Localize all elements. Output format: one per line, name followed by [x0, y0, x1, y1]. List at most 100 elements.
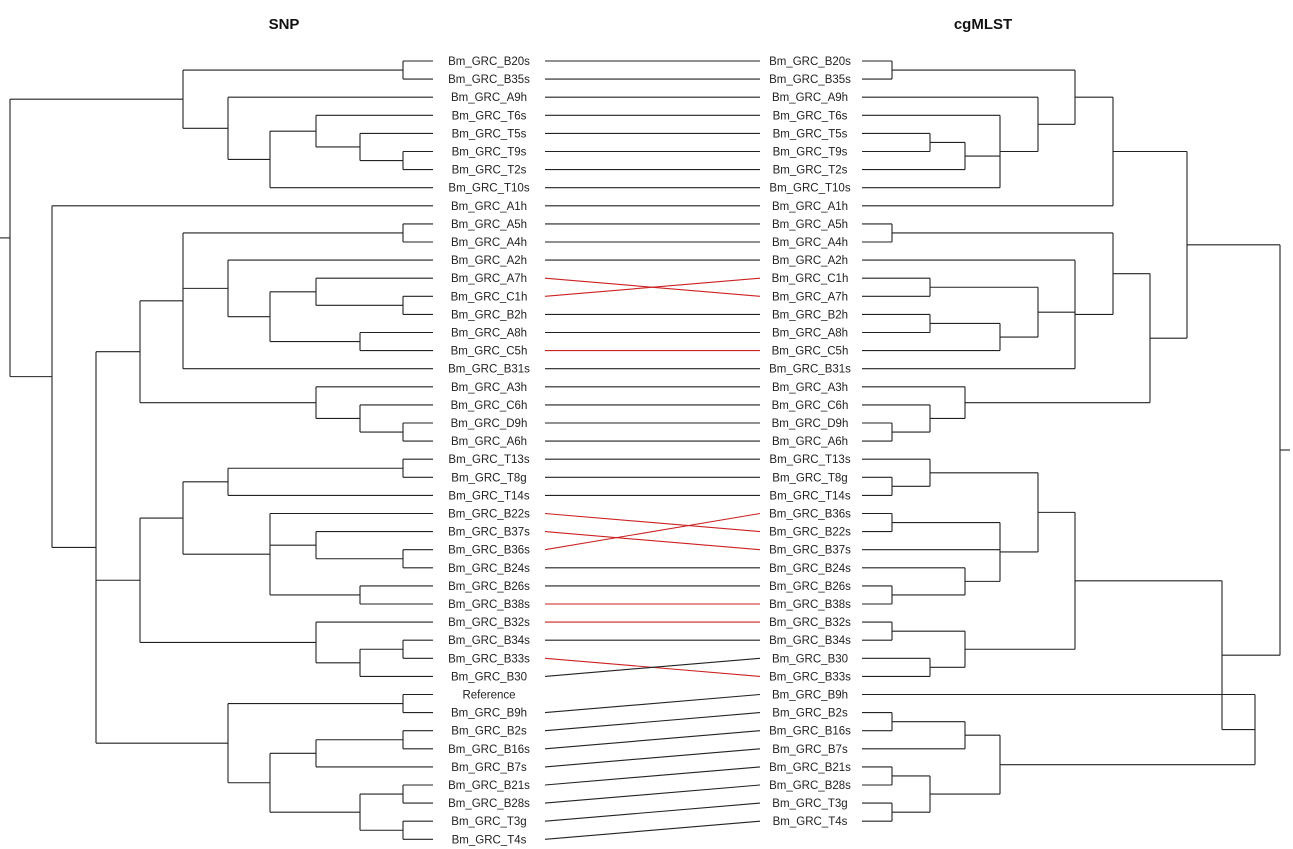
- cgmlst-leaf-label: Bm_GRC_B34s: [769, 635, 851, 647]
- snp-leaf-label: Bm_GRC_A4h: [451, 237, 527, 249]
- snp-leaf-label: Bm_GRC_T2s: [452, 165, 527, 177]
- cgmlst-leaf-label: Bm_GRC_T4s: [773, 816, 848, 828]
- snp-leaf-label: Bm_GRC_T10s: [448, 183, 529, 195]
- snp-leaf-label: Bm_GRC_B37s: [448, 527, 530, 539]
- taxon-link: [544, 712, 761, 732]
- snp-tree: [0, 60, 433, 840]
- snp-leaf-label: Bm_GRC_C1h: [451, 291, 528, 303]
- snp-leaf-label: Bm_GRC_B31s: [448, 364, 530, 376]
- cgmlst-leaf-label: Bm_GRC_A2h: [772, 255, 848, 267]
- snp-leaf-label: Bm_GRC_B30: [451, 671, 527, 683]
- snp-leaf-label: Bm_GRC_T14s: [448, 490, 529, 502]
- snp-leaf-label: Bm_GRC_D9h: [451, 418, 528, 430]
- snp-leaf-label: Bm_GRC_B26s: [448, 581, 530, 593]
- taxon-link: [544, 730, 761, 750]
- right-tree-title: cgMLST: [954, 16, 1012, 33]
- snp-leaf-label: Bm_GRC_B33s: [448, 653, 530, 665]
- discordant-link: [544, 512, 761, 551]
- cgmlst-tree: [862, 60, 1290, 822]
- snp-leaf-label: Bm_GRC_C6h: [451, 400, 528, 412]
- cgmlst-leaf-label: Bm_GRC_A1h: [772, 201, 848, 213]
- cgmlst-leaf-label: Bm_GRC_A5h: [772, 219, 848, 231]
- cgmlst-leaf-label: Bm_GRC_B9h: [772, 690, 848, 702]
- snp-leaf-label: Bm_GRC_T4s: [452, 834, 527, 846]
- cgmlst-leaf-label: Bm_GRC_T9s: [773, 147, 848, 159]
- snp-leaf-label: Bm_GRC_A2h: [451, 255, 527, 267]
- cgmlst-leaf-label: Bm_GRC_T14s: [769, 490, 850, 502]
- snp-leaf-labels: Bm_GRC_B20s Bm_GRC_B35s Bm_GRC_A9h Bm_GRC_T…: [448, 56, 530, 846]
- snp-leaf-label: Bm_GRC_T9s: [452, 147, 527, 159]
- taxon-link: [544, 748, 761, 768]
- snp-leaf-label: Bm_GRC_C5h: [451, 346, 528, 358]
- cgmlst-leaf-label: Bm_GRC_C6h: [772, 400, 849, 412]
- cgmlst-leaf-label: Bm_GRC_B7s: [772, 744, 848, 756]
- cgmlst-leaf-label: Bm_GRC_B31s: [769, 364, 851, 376]
- snp-leaf-label: Bm_GRC_B24s: [448, 563, 530, 575]
- snp-leaf-label: Bm_GRC_B2h: [451, 309, 527, 321]
- taxon-link: [544, 820, 761, 840]
- cgmlst-leaf-label: Bm_GRC_B2s: [772, 708, 848, 720]
- cgmlst-leaf-label: Bm_GRC_A6h: [772, 436, 848, 448]
- snp-leaf-label: Bm_GRC_A6h: [451, 436, 527, 448]
- cgmlst-leaf-label: Bm_GRC_T6s: [773, 110, 848, 122]
- cgmlst-leaf-label: Bm_GRC_B22s: [769, 527, 851, 539]
- snp-leaf-label: Bm_GRC_T6s: [452, 110, 527, 122]
- cgmlst-leaf-label: Bm_GRC_B21s: [769, 762, 851, 774]
- cgmlst-leaf-label: Bm_GRC_B2h: [772, 309, 848, 321]
- cgmlst-leaf-label: Bm_GRC_T8g: [772, 472, 847, 484]
- snp-leaf-label: Bm_GRC_T8g: [451, 472, 526, 484]
- snp-leaf-label: Bm_GRC_B7s: [451, 762, 527, 774]
- snp-leaf-label: Bm_GRC_A9h: [451, 92, 527, 104]
- snp-leaf-label: Bm_GRC_T3g: [451, 816, 526, 828]
- cgmlst-leaf-label: Bm_GRC_B30: [772, 653, 848, 665]
- taxon-link: [544, 784, 761, 804]
- cgmlst-leaf-label: Bm_GRC_T13s: [769, 454, 850, 466]
- cgmlst-leaf-label: Bm_GRC_B28s: [769, 780, 851, 792]
- cgmlst-leaf-label: Bm_GRC_C1h: [772, 273, 849, 285]
- cgmlst-leaf-label: Bm_GRC_B33s: [769, 671, 851, 683]
- snp-leaf-label: Bm_GRC_B35s: [448, 74, 530, 86]
- taxon-link: [544, 766, 761, 786]
- cgmlst-leaf-label: Bm_GRC_B16s: [769, 726, 851, 738]
- cgmlst-leaf-label: Bm_GRC_A8h: [772, 328, 848, 340]
- cgmlst-leaf-label: Bm_GRC_T3g: [772, 798, 847, 810]
- cgmlst-leaf-label: Bm_GRC_B35s: [769, 74, 851, 86]
- discordant-link: [544, 277, 761, 297]
- snp-leaf-label: Bm_GRC_A1h: [451, 201, 527, 213]
- cgmlst-leaf-label: Bm_GRC_A3h: [772, 382, 848, 394]
- taxon-link: [544, 802, 761, 822]
- snp-leaf-label: Bm_GRC_A3h: [451, 382, 527, 394]
- snp-leaf-label: Bm_GRC_B16s: [448, 744, 530, 756]
- cgmlst-leaf-label: Bm_GRC_T10s: [769, 183, 850, 195]
- snp-leaf-label: Bm_GRC_B38s: [448, 599, 530, 611]
- cgmlst-leaf-label: Bm_GRC_B36s: [769, 509, 851, 521]
- cgmlst-leaf-label: Bm_GRC_A9h: [772, 92, 848, 104]
- cgmlst-leaf-label: Bm_GRC_B38s: [769, 599, 851, 611]
- snp-leaf-label: Bm_GRC_B36s: [448, 545, 530, 557]
- snp-leaf-label: Bm_GRC_T5s: [452, 128, 527, 140]
- snp-leaf-label: Bm_GRC_T13s: [448, 454, 529, 466]
- snp-leaf-label: Bm_GRC_B2s: [451, 726, 527, 738]
- cgmlst-leaf-label: Bm_GRC_B20s: [769, 56, 851, 68]
- snp-leaf-label: Bm_GRC_B32s: [448, 617, 530, 629]
- snp-leaf-label: Bm_GRC_B28s: [448, 798, 530, 810]
- snp-leaf-label: Bm_GRC_A7h: [451, 273, 527, 285]
- discordant-link: [544, 531, 761, 551]
- cgmlst-leaf-label: Bm_GRC_A4h: [772, 237, 848, 249]
- cgmlst-leaf-label: Bm_GRC_C5h: [772, 346, 849, 358]
- cgmlst-leaf-label: Bm_GRC_B26s: [769, 581, 851, 593]
- snp-leaf-label: Reference: [462, 690, 515, 702]
- snp-leaf-label: Bm_GRC_B22s: [448, 509, 530, 521]
- cgmlst-leaf-label: Bm_GRC_T5s: [773, 128, 848, 140]
- snp-leaf-label: Bm_GRC_A5h: [451, 219, 527, 231]
- snp-leaf-label: Bm_GRC_B34s: [448, 635, 530, 647]
- cgmlst-leaf-label: Bm_GRC_A7h: [772, 291, 848, 303]
- taxon-link: [544, 657, 761, 677]
- cgmlst-leaf-label: Bm_GRC_B32s: [769, 617, 851, 629]
- left-tree-title: SNP: [269, 16, 300, 33]
- cgmlst-leaf-label: Bm_GRC_B37s: [769, 545, 851, 557]
- cgmlst-leaf-label: Bm_GRC_D9h: [772, 418, 849, 430]
- taxon-links: [544, 60, 761, 840]
- taxon-link: [544, 693, 761, 714]
